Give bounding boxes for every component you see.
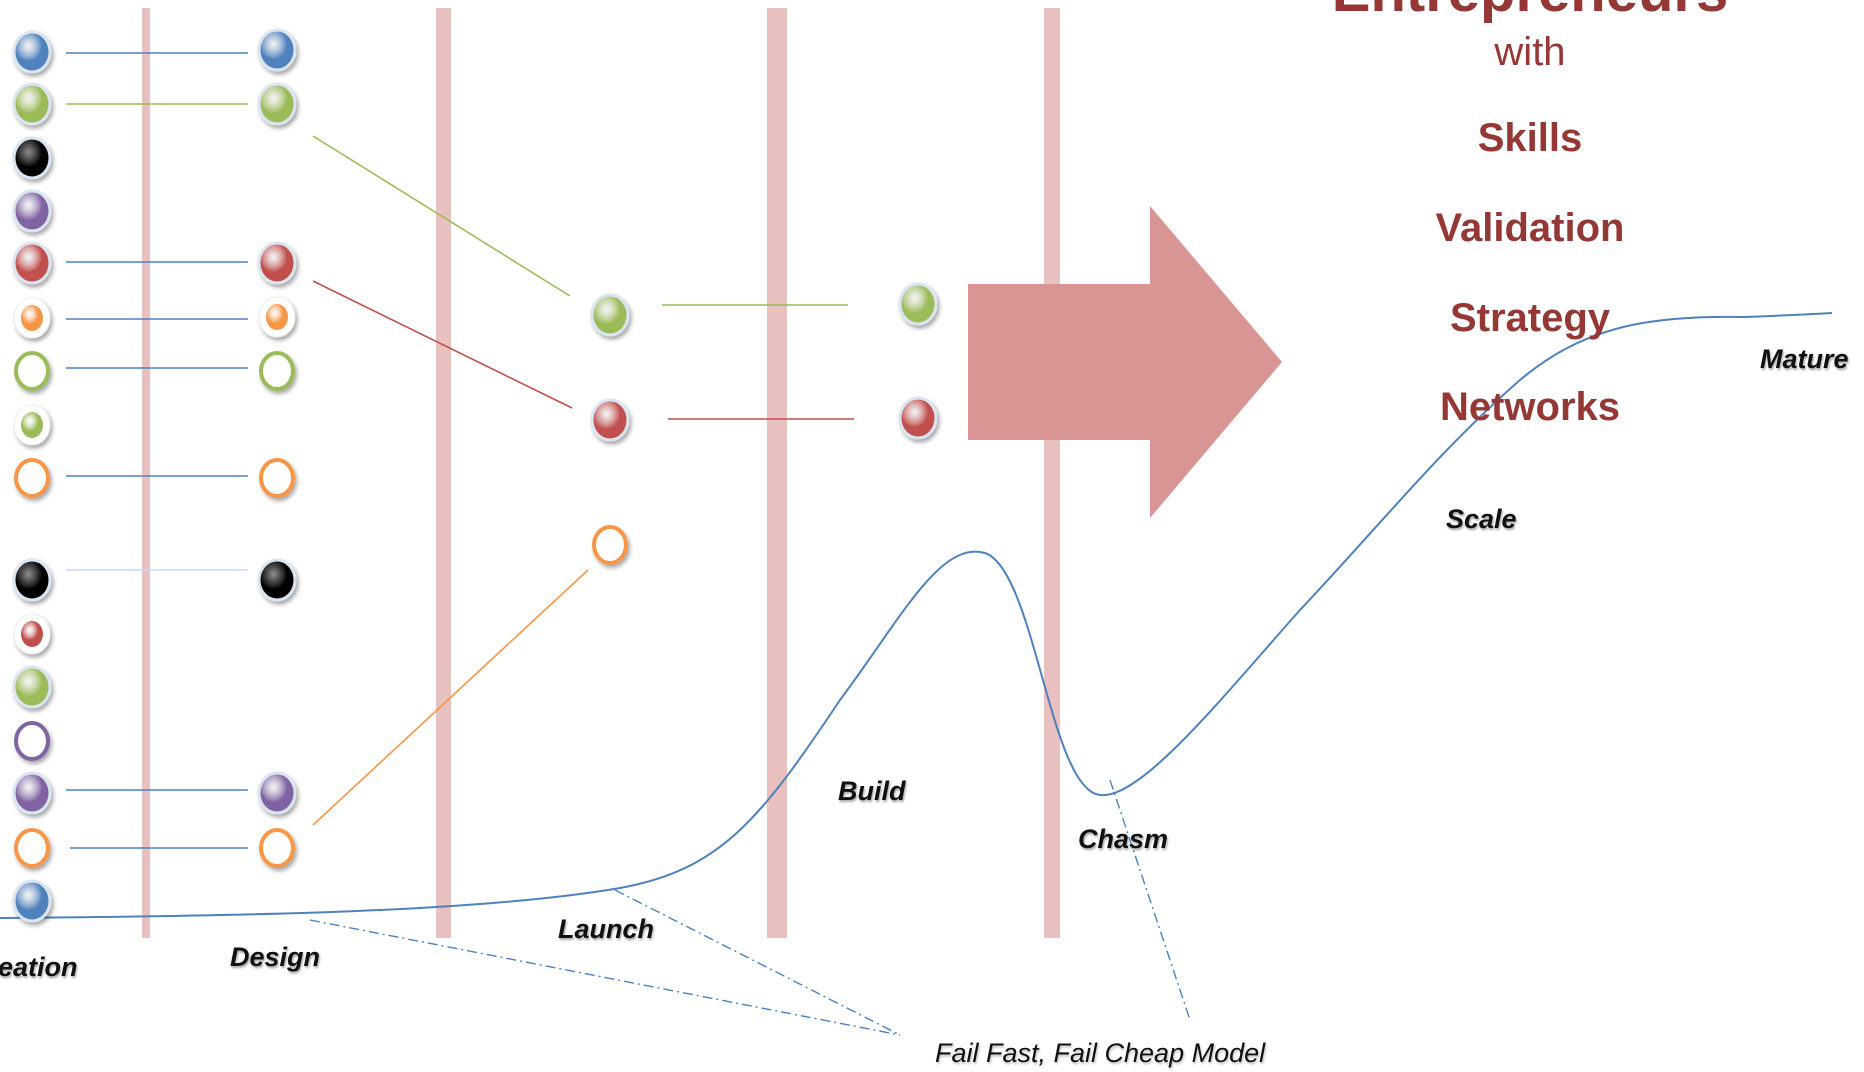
- fail-fast-pointer-line: [614, 889, 901, 1036]
- stage-label-chasm: Chasm: [1078, 824, 1169, 854]
- idea-circle-ideation: [12, 82, 52, 126]
- stage-gate-bar-2: [436, 8, 451, 938]
- idea-circle-ideation-fill: [12, 136, 52, 180]
- stage-label-mature: Mature: [1760, 344, 1849, 374]
- stage-label-ideation: eation: [0, 952, 78, 982]
- stage-gate-bar-4: [1044, 8, 1060, 938]
- idea-circle-design-ring: [259, 828, 295, 868]
- fail-fast-pointer-line: [309, 919, 901, 1036]
- idea-circle-ideation: [13, 297, 51, 339]
- skill-item: Networks: [1439, 385, 1621, 429]
- skill-item: Skills: [1477, 116, 1583, 160]
- idea-circle-build: [898, 282, 938, 326]
- connector-line: [312, 135, 571, 297]
- idea-circle-ideation: [14, 351, 50, 391]
- idea-circle-launch-ring: [592, 525, 628, 565]
- fail-fast-pointer-line: [1109, 779, 1191, 1021]
- idea-circle-launch: [592, 525, 628, 565]
- idea-circle-ideation-fill: [21, 412, 43, 438]
- idea-circle-design: [259, 828, 295, 868]
- idea-circle-ideation-ring: [14, 721, 50, 761]
- idea-circle-build-fill: [898, 282, 938, 326]
- idea-circle-design: [258, 296, 296, 338]
- idea-circle-design-fill: [257, 771, 297, 815]
- idea-circle-ideation: [12, 241, 52, 285]
- idea-circle-ideation-fill: [21, 305, 43, 331]
- skill-item: Validation: [1435, 206, 1625, 250]
- idea-circle-ideation-fill: [12, 665, 52, 709]
- idea-circle-ideation: [14, 721, 50, 761]
- idea-circle-ideation-fill: [12, 558, 52, 602]
- idea-circle-ideation: [14, 458, 50, 498]
- idea-circle-design: [257, 241, 297, 285]
- lifecycle-curve: [0, 312, 1833, 919]
- idea-circle-launch-fill: [590, 293, 630, 337]
- connector-with: with: [1494, 30, 1566, 74]
- idea-circle-ideation: [12, 189, 52, 233]
- stage-label-scale: Scale: [1446, 504, 1517, 534]
- idea-circle-ideation: [12, 771, 52, 815]
- idea-circle-launch: [590, 398, 630, 442]
- idea-circle-ideation: [12, 30, 52, 74]
- idea-circle-build-fill: [898, 396, 938, 440]
- idea-circle-ideation: [14, 828, 50, 868]
- connector-line: [312, 280, 573, 409]
- stage-label-launch: Launch: [558, 914, 655, 944]
- idea-circle-build: [898, 396, 938, 440]
- idea-circle-ideation: [12, 136, 52, 180]
- idea-circle-launch-fill: [590, 398, 630, 442]
- idea-circle-ideation-fill: [12, 241, 52, 285]
- idea-circle-design: [257, 558, 297, 602]
- idea-circle-design-fill: [257, 558, 297, 602]
- heading-entrepreneurs: Entrepreneurs: [1330, 0, 1730, 25]
- idea-circle-ideation: [12, 558, 52, 602]
- idea-circle-ideation-fill: [12, 189, 52, 233]
- idea-circle-design: [259, 351, 295, 391]
- idea-circle-design: [257, 28, 297, 72]
- idea-circle-design-fill: [257, 241, 297, 285]
- skill-item: Strategy: [1449, 296, 1611, 340]
- idea-circle-ideation-ring: [14, 828, 50, 868]
- idea-circle-ideation-ring: [14, 351, 50, 391]
- idea-circle-ideation: [13, 404, 51, 446]
- idea-circle-design-fill: [257, 28, 297, 72]
- stage-gate-bar-3: [767, 8, 787, 938]
- idea-circle-ideation-fill: [12, 879, 52, 923]
- idea-circle-ideation-fill: [12, 771, 52, 815]
- idea-circle-ideation: [12, 879, 52, 923]
- idea-circle-ideation-ring: [14, 458, 50, 498]
- idea-circle-design: [257, 82, 297, 126]
- stage-label-build: Build: [838, 776, 906, 806]
- progress-arrow: [968, 206, 1282, 518]
- idea-circle-ideation-fill: [12, 82, 52, 126]
- connector-line: [312, 569, 589, 826]
- idea-circle-design-ring: [259, 351, 295, 391]
- idea-circle-design-fill: [266, 304, 288, 330]
- idea-circle-design-fill: [257, 82, 297, 126]
- idea-circle-ideation-fill: [12, 30, 52, 74]
- fail-fast-note: Fail Fast, Fail Cheap Model: [935, 1038, 1266, 1068]
- idea-circle-design: [259, 458, 295, 498]
- idea-circle-ideation: [12, 665, 52, 709]
- stage-label-design: Design: [230, 942, 321, 972]
- stage-gate-bar-1: [142, 8, 150, 938]
- idea-circle-launch: [590, 293, 630, 337]
- idea-circle-ideation: [13, 613, 51, 655]
- idea-circle-design: [257, 771, 297, 815]
- idea-circle-ideation-fill: [21, 621, 43, 647]
- idea-circle-design-ring: [259, 458, 295, 498]
